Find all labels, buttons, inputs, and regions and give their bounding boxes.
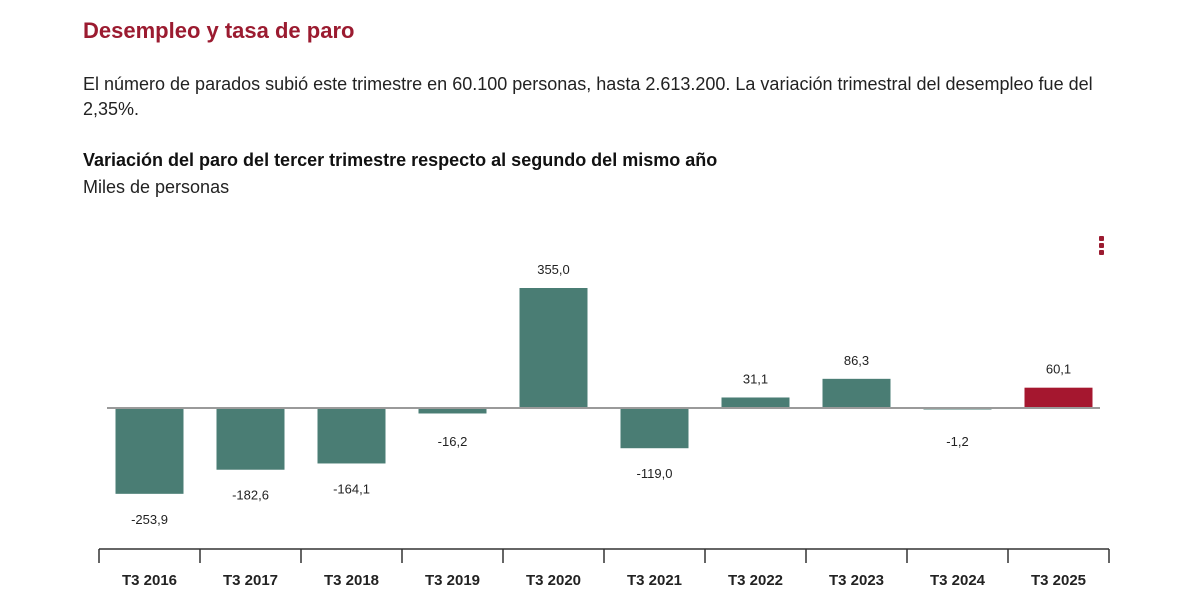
bar [115,408,184,494]
x-tick-label: T3 2018 [324,572,379,589]
chart-subtitle: Miles de personas [83,177,230,197]
data-label: -16,2 [438,434,468,449]
x-tick-label: T3 2017 [223,572,278,589]
section-description: El número de parados subió este trimestr… [83,74,1093,119]
bar [216,408,285,470]
bar [317,408,386,464]
data-label: 86,3 [844,353,869,368]
x-tick-label: T3 2025 [1031,572,1086,589]
x-tick-label: T3 2023 [829,572,884,589]
x-tick-label: T3 2021 [627,572,682,589]
x-tick-label: T3 2019 [425,572,480,589]
data-label: 31,1 [743,371,768,386]
chart-title: Variación del paro del tercer trimestre … [83,150,718,170]
bar [822,378,891,408]
bar [418,408,487,414]
data-label: 355,0 [537,262,570,277]
bar [721,397,790,408]
vertical-ellipsis-icon[interactable] [1094,234,1108,258]
x-tick-label: T3 2020 [526,572,581,589]
data-label: -253,9 [131,512,168,527]
bar [1024,387,1093,408]
data-label: -164,1 [333,481,370,496]
data-label: 60,1 [1046,362,1071,377]
section-title: Desempleo y tasa de paro [83,18,355,43]
x-tick-label: T3 2022 [728,572,783,589]
data-label: -1,2 [946,434,968,449]
bar [620,408,689,449]
bar [519,288,588,408]
data-label: -119,0 [637,466,673,481]
data-label: -182,6 [232,488,269,503]
x-tick-label: T3 2024 [930,572,986,589]
x-tick-label: T3 2016 [122,572,177,589]
